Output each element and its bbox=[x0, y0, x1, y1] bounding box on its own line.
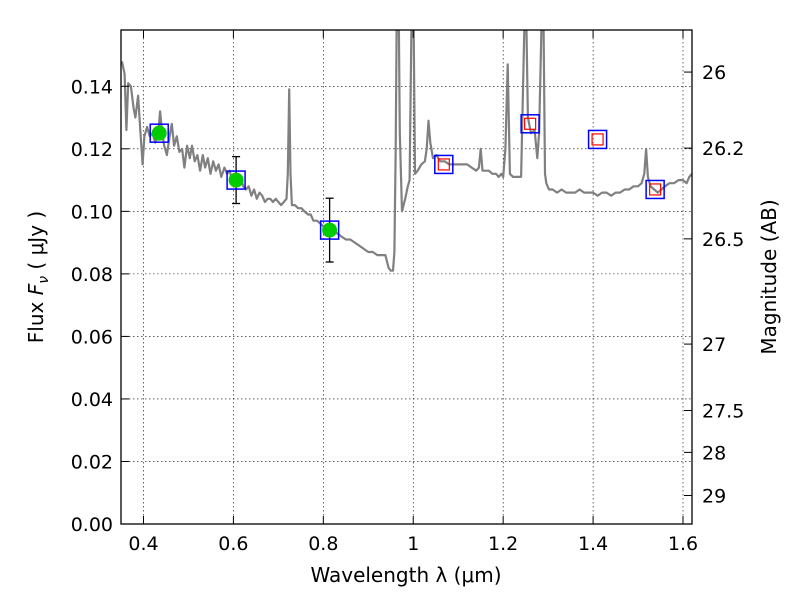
x-tick-label: 1 bbox=[407, 533, 419, 555]
plot-frame bbox=[120, 29, 693, 525]
plot-area bbox=[121, 30, 692, 272]
y-axis-title-symbol: F bbox=[24, 283, 48, 295]
model-photometry-box bbox=[149, 123, 169, 143]
spectrum-line bbox=[121, 30, 692, 272]
y2-axis-title-text: Magnitude (AB) bbox=[757, 199, 781, 354]
upper-limit-marker bbox=[524, 117, 537, 130]
y2-tick-label: 29 bbox=[702, 485, 726, 507]
x-tick-label: 1.2 bbox=[488, 533, 518, 555]
y2-tick-label: 26 bbox=[702, 62, 726, 84]
upper-limit-marker bbox=[591, 133, 604, 146]
x-axis-title: Wavelength λ (μm) bbox=[310, 563, 501, 587]
x-tick-label: 0.4 bbox=[128, 533, 158, 555]
model-photometry-box bbox=[587, 129, 608, 150]
y-tick-label: 0.06 bbox=[71, 326, 113, 348]
svg-text:Flux Fν ( μJy ): Flux Fν ( μJy ) bbox=[24, 211, 52, 343]
grid-lines bbox=[121, 30, 692, 525]
observed-point bbox=[322, 222, 338, 238]
y2-tick-label: 26.2 bbox=[702, 138, 744, 160]
y-tick-label: 0.08 bbox=[71, 264, 113, 286]
observed-point bbox=[151, 125, 167, 141]
y2-tick-label: 26.5 bbox=[702, 229, 744, 251]
y2-tick-label: 27.5 bbox=[702, 400, 744, 422]
y-axis-title-post: ( μJy ) bbox=[24, 211, 48, 276]
y2-tick-label: 27 bbox=[702, 334, 726, 356]
x-axis: 0.4 0.6 0.8 1 1.2 1.4 1.6 bbox=[128, 30, 698, 555]
model-photometry-box bbox=[434, 154, 454, 175]
y-axis: 0.00 0.02 0.04 0.06 0.08 0.10 0.12 0.14 bbox=[71, 76, 129, 536]
model-photometry-box bbox=[520, 114, 540, 134]
x-tick-label: 0.8 bbox=[308, 533, 338, 555]
y-tick-label: 0.10 bbox=[71, 201, 113, 223]
observed-point bbox=[228, 172, 244, 188]
y-tick-label: 0.14 bbox=[71, 76, 113, 98]
y2-axis-title: Magnitude (AB) bbox=[757, 199, 781, 354]
x-tick-label: 0.6 bbox=[218, 533, 248, 555]
upper-limit-marker bbox=[437, 158, 450, 171]
model-photometry-box bbox=[319, 220, 340, 240]
model-photometry-box bbox=[226, 170, 246, 190]
x-tick-label: 1.6 bbox=[668, 533, 698, 555]
y-axis-title-subscript: ν bbox=[36, 276, 52, 284]
y-tick-label: 0.00 bbox=[71, 514, 113, 536]
y-axis-title-pre: Flux bbox=[24, 295, 48, 343]
y-tick-label: 0.04 bbox=[71, 389, 113, 411]
x-tick-label: 1.4 bbox=[578, 533, 608, 555]
y2-axis: 26 26.2 26.5 27 27.5 28 29 bbox=[684, 62, 744, 507]
model-photometry-box bbox=[645, 179, 665, 200]
y-tick-label: 0.02 bbox=[71, 451, 113, 473]
y-axis-title: Flux Fν ( μJy ) bbox=[24, 211, 52, 343]
y2-tick-label: 28 bbox=[702, 442, 726, 464]
y-tick-label: 0.12 bbox=[71, 139, 113, 161]
upper-limit-marker bbox=[649, 183, 662, 196]
